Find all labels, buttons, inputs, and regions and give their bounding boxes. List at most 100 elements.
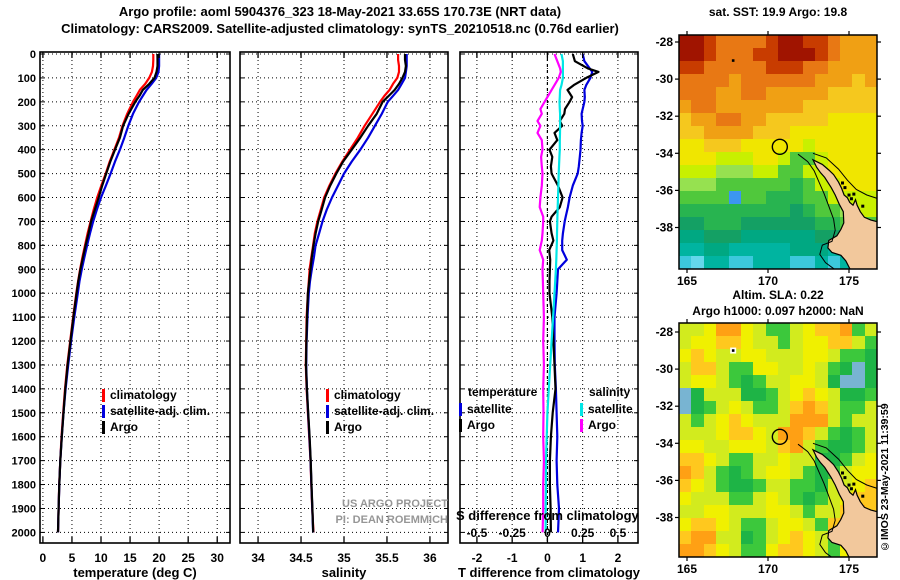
map-cell bbox=[778, 230, 791, 243]
map-cell bbox=[765, 336, 778, 349]
legend-label-argo: Argo bbox=[110, 420, 138, 434]
legend-label-satellite-adj-clim: satellite-adj. clim. bbox=[110, 404, 211, 418]
map-cell bbox=[778, 35, 791, 48]
map-cell bbox=[802, 139, 816, 152]
map-cell bbox=[765, 453, 778, 466]
map-cell bbox=[815, 139, 828, 152]
map-cell bbox=[716, 492, 729, 505]
float-position-marker bbox=[771, 428, 789, 446]
map-cell bbox=[790, 544, 803, 557]
map-cell bbox=[790, 401, 803, 414]
s-tick-label: 0.5 bbox=[610, 526, 627, 540]
map-cell bbox=[815, 74, 828, 87]
map-lat-tick-label: -32 bbox=[656, 109, 674, 123]
map-cell bbox=[802, 74, 816, 87]
map-cell bbox=[703, 178, 717, 191]
figure-title-line2: Climatology: CARS2009. Satellite-adjuste… bbox=[61, 21, 619, 36]
map-cell bbox=[765, 204, 778, 217]
legend-label-argo-t: Argo bbox=[467, 418, 495, 432]
depth-tick-label: 900 bbox=[18, 264, 36, 276]
map-cell bbox=[852, 336, 865, 349]
sla-map-title-line1: Altim. SLA: 0.22 bbox=[732, 288, 824, 302]
map-cell bbox=[790, 204, 803, 217]
map-cell bbox=[852, 388, 865, 401]
map-cell bbox=[728, 48, 741, 61]
legend-marker-satellite-s bbox=[580, 402, 583, 416]
map-cell bbox=[716, 401, 729, 414]
map-cell bbox=[703, 466, 717, 479]
map-cell bbox=[778, 48, 791, 61]
map-cell bbox=[802, 100, 816, 113]
island-speck bbox=[841, 181, 845, 185]
map-cell bbox=[765, 61, 778, 74]
legend-row: climatology bbox=[102, 387, 210, 403]
island-speck bbox=[847, 483, 851, 487]
map-cell bbox=[790, 479, 803, 492]
figure-title-line1: Argo profile: aoml 5904376_323 18-May-20… bbox=[118, 4, 562, 19]
map-cell bbox=[691, 479, 704, 492]
map-cell bbox=[765, 256, 778, 269]
map-cell bbox=[753, 87, 766, 100]
map-cell bbox=[753, 230, 766, 243]
map-cell bbox=[753, 466, 766, 479]
map-lat-tick-label: -28 bbox=[656, 325, 674, 339]
sst-map-overlay: 165 170 175 -28 -30 -32 -34 -36 -38 bbox=[656, 31, 881, 288]
map-cell bbox=[827, 414, 840, 427]
map-cell bbox=[728, 479, 741, 492]
map-cell bbox=[703, 191, 717, 204]
map-cell bbox=[691, 466, 704, 479]
x-tick-label: 35.5 bbox=[375, 551, 399, 565]
map-cell bbox=[691, 230, 704, 243]
map-cell bbox=[827, 362, 840, 375]
x-tick-label: 5 bbox=[69, 551, 76, 565]
map-cell bbox=[815, 100, 828, 113]
map-cell bbox=[839, 375, 853, 388]
map-cell bbox=[703, 323, 717, 336]
map-cell bbox=[691, 204, 704, 217]
map-cell bbox=[728, 74, 741, 87]
map-cell bbox=[679, 544, 692, 557]
map-cell bbox=[839, 466, 853, 479]
map-cell bbox=[679, 453, 692, 466]
map-cell bbox=[827, 336, 840, 349]
map-cell bbox=[716, 230, 729, 243]
map-lon-tick-label: 175 bbox=[839, 274, 859, 288]
x-tick-label: 36 bbox=[423, 551, 437, 565]
map-cell bbox=[753, 544, 766, 557]
map-cell bbox=[679, 217, 692, 230]
map-cell bbox=[815, 217, 828, 230]
map-cell bbox=[778, 544, 791, 557]
x-tick-label: 2 bbox=[615, 551, 622, 565]
map-cell bbox=[703, 139, 717, 152]
map-lon-tick-label: 170 bbox=[758, 274, 778, 288]
map-cell bbox=[728, 323, 741, 336]
map-cell bbox=[740, 544, 754, 557]
map-cell bbox=[679, 152, 692, 165]
map-cell bbox=[703, 336, 717, 349]
map-cell bbox=[753, 479, 766, 492]
map-cell bbox=[765, 544, 778, 557]
map-cell bbox=[691, 336, 704, 349]
s-tick-label: -0.25 bbox=[498, 526, 526, 540]
map-cell bbox=[827, 388, 840, 401]
map-cell bbox=[703, 362, 717, 375]
map-cell bbox=[778, 61, 791, 74]
map-cell bbox=[679, 35, 692, 48]
map-cell bbox=[753, 243, 766, 256]
map-cell bbox=[728, 139, 741, 152]
map-cell bbox=[703, 126, 717, 139]
depth-tick-label: 800 bbox=[18, 240, 36, 252]
map-cell bbox=[740, 100, 754, 113]
map-cell bbox=[703, 100, 717, 113]
map-cell bbox=[864, 126, 877, 139]
map-cell bbox=[852, 427, 865, 440]
map-cell bbox=[864, 427, 877, 440]
map-cell bbox=[778, 152, 791, 165]
map-cell bbox=[691, 375, 704, 388]
map-cell bbox=[852, 401, 865, 414]
map-cell bbox=[852, 375, 865, 388]
map-cell bbox=[691, 139, 704, 152]
map-cell bbox=[765, 492, 778, 505]
map-cell bbox=[802, 479, 816, 492]
